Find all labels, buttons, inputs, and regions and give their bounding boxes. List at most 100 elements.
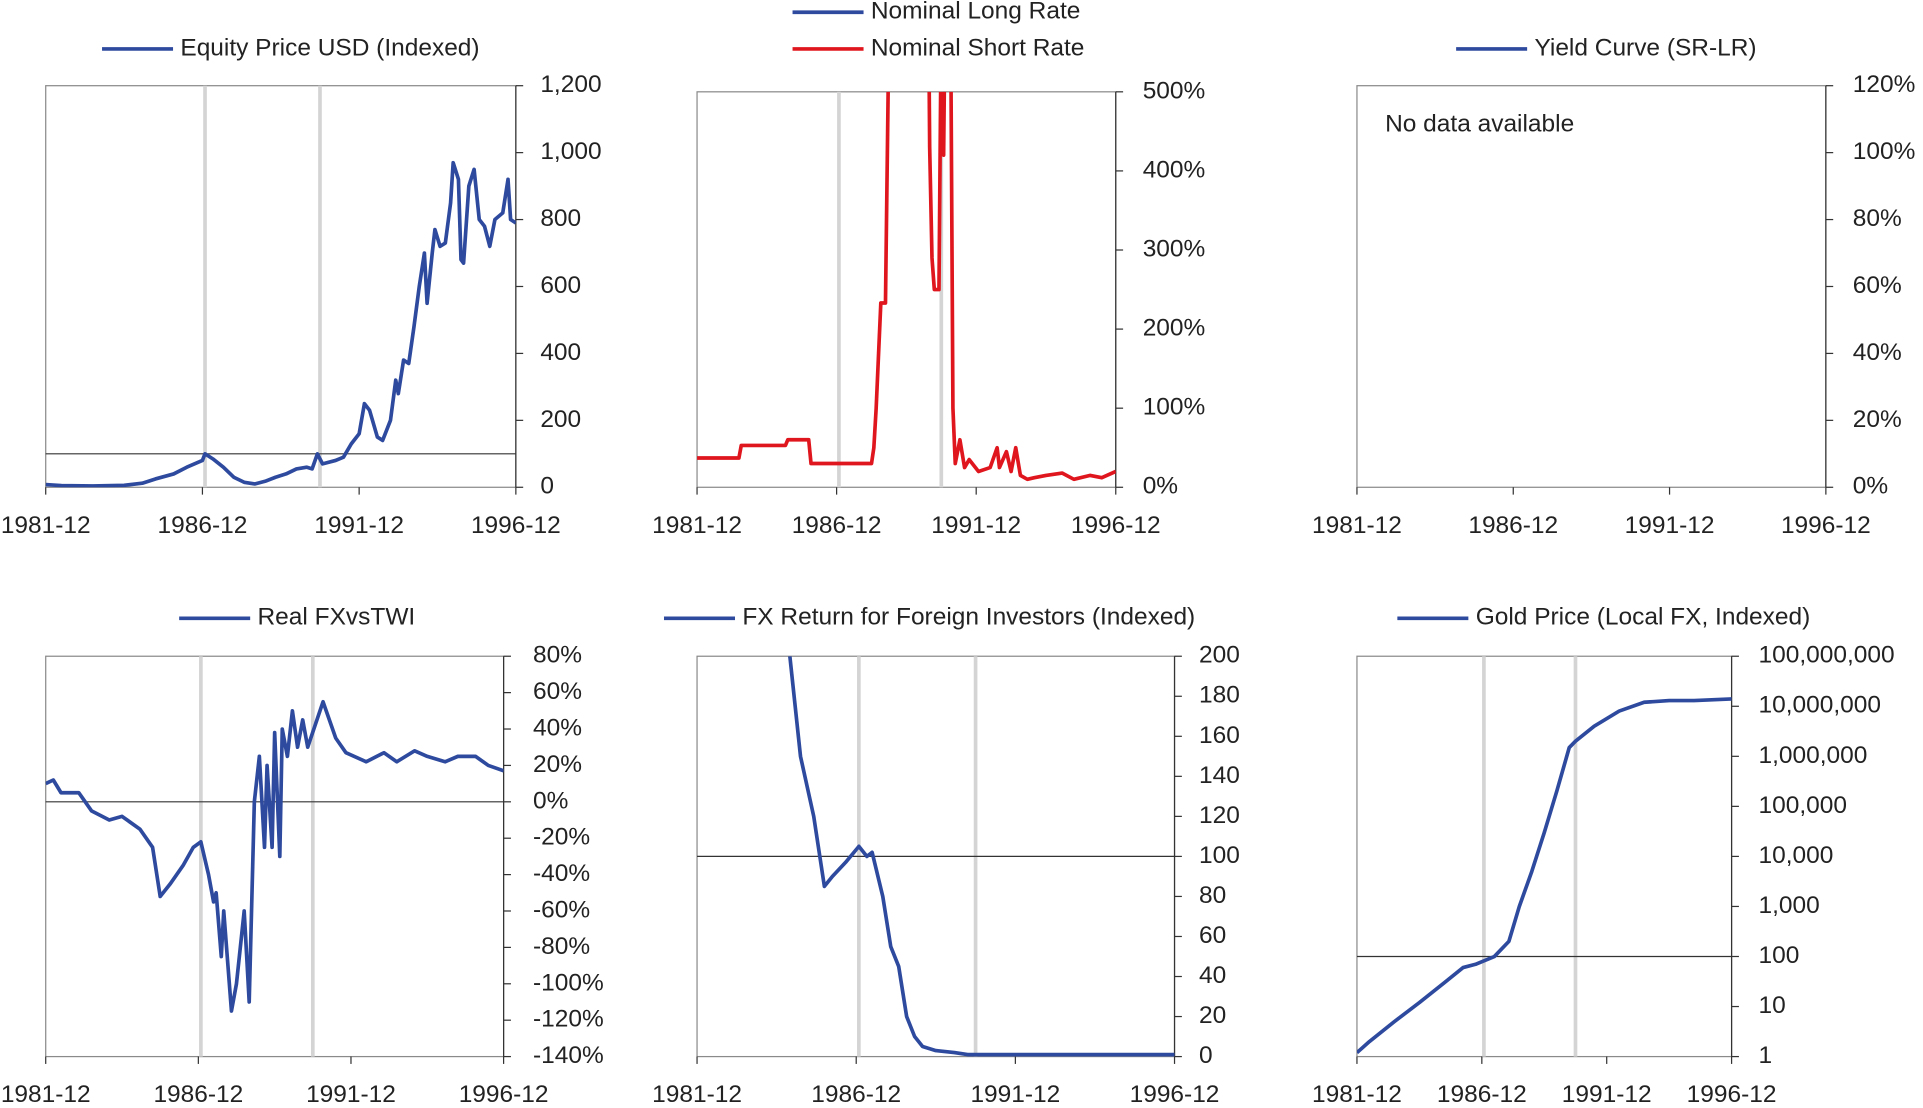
y-tick-label: 0% [533, 787, 568, 814]
x-tick-label: 1991-12 [1625, 512, 1715, 539]
y-tick-label: 20 [1199, 1002, 1226, 1029]
y-tick-label: -80% [533, 933, 590, 960]
legend-label: Yield Curve (SR-LR) [1534, 34, 1756, 61]
y-tick-label: -40% [533, 860, 590, 887]
y-tick-label: 100,000,000 [1759, 642, 1895, 669]
data-line [45, 160, 516, 488]
x-tick-label: 1986-12 [811, 1081, 901, 1108]
y-tick-label: 80% [1853, 205, 1902, 232]
x-tick-label: 1986-12 [1437, 1081, 1527, 1108]
y-tick-label: 0 [540, 473, 554, 500]
x-tick-label: 1981-12 [1312, 1081, 1402, 1108]
y-tick-label: 100% [1143, 394, 1206, 421]
x-tick-label: 1986-12 [158, 512, 248, 539]
y-tick-label: 0 [1199, 1042, 1213, 1069]
y-tick-label: 0% [1143, 473, 1178, 500]
x-tick-label: 1996-12 [471, 512, 561, 539]
y-tick-label: -20% [533, 824, 590, 851]
x-tick-label: 1996-12 [1781, 512, 1871, 539]
y-tick-label: 40% [533, 714, 582, 741]
x-tick-label: 1991-12 [314, 512, 404, 539]
x-tick-label: 1981-12 [652, 512, 742, 539]
y-tick-label: 40 [1199, 962, 1226, 989]
y-tick-label: 40% [1853, 339, 1902, 366]
y-tick-label: 60 [1199, 922, 1226, 949]
chart-panel: 0% 100% 200% 300% 400% 500% 1981-12 1986-12 1991… [652, 0, 1205, 539]
data-line [1356, 697, 1732, 1055]
data-line [697, 91, 1116, 482]
x-tick-label: 1986-12 [792, 512, 882, 539]
y-tick-label: 160 [1199, 722, 1240, 749]
legend-label: Equity Price USD (Indexed) [180, 34, 479, 61]
x-tick-label: 1991-12 [1562, 1081, 1652, 1108]
plot-frame [1356, 655, 1733, 1058]
y-tick-label: 60% [533, 678, 582, 705]
y-tick-label: 400 [540, 339, 581, 366]
plot-frame [45, 85, 517, 488]
data-line [788, 656, 1175, 1057]
chart-panel: 1 10 100 1,000 10,000 100,000 1,000,000 10,000,… [1312, 604, 1895, 1108]
x-tick-label: 1996-12 [1071, 512, 1161, 539]
y-tick-label: 500% [1143, 77, 1206, 104]
x-tick-label: 1981-12 [1, 512, 91, 539]
y-tick-label: 180 [1199, 682, 1240, 709]
y-tick-label: 10,000,000 [1759, 692, 1881, 719]
y-tick-label: -140% [533, 1042, 604, 1069]
legend-label: Gold Price (Local FX, Indexed) [1476, 604, 1811, 631]
y-tick-label: 800 [540, 205, 581, 232]
x-tick-label: 1986-12 [153, 1081, 243, 1108]
legend-label: Nominal Long Rate [871, 0, 1080, 25]
annotation: No data available [1385, 110, 1574, 137]
y-tick-label: 120% [1853, 71, 1916, 98]
x-tick-label: 1996-12 [1687, 1081, 1777, 1108]
y-tick-label: -120% [533, 1006, 604, 1033]
y-tick-label: 200% [1143, 315, 1206, 342]
x-tick-label: 1991-12 [970, 1081, 1060, 1108]
plot-frame [1356, 85, 1827, 488]
y-tick-label: 100,000 [1759, 792, 1847, 819]
plot-frame [45, 655, 505, 1058]
legend-label: Real FXvsTWI [258, 604, 416, 631]
y-tick-label: 20% [533, 751, 582, 778]
y-tick-label: 100 [1199, 842, 1240, 869]
x-tick-label: 1996-12 [459, 1081, 549, 1108]
y-tick-label: 0% [1853, 473, 1888, 500]
chart-panel: -140% -120% -100% -80% -60% -40% -20% 0% 20% 40% 6… [1, 604, 604, 1108]
plot-frame [696, 91, 1117, 488]
legend-label: Nominal Short Rate [871, 34, 1085, 61]
chart-panel: 0% 20% 40% 60% 80% 100% 120% 1981-12 1986-12 1991… [1312, 34, 1915, 538]
chart-panel: 0 20 40 60 80 100 120 140 160 180 200 1981-12 1986-1… [652, 604, 1240, 1108]
x-tick-label: 1986-12 [1468, 512, 1558, 539]
y-tick-label: 400% [1143, 156, 1206, 183]
chart-panel: 0 200 400 600 800 1,000 1,200 1981-12 1986-12 199… [1, 34, 602, 538]
x-tick-label: 1991-12 [931, 512, 1021, 539]
y-tick-label: 20% [1853, 406, 1902, 433]
y-tick-label: -60% [533, 896, 590, 923]
data-line [45, 699, 504, 1013]
y-tick-label: 1,200 [540, 71, 601, 98]
y-tick-label: 1,000,000 [1759, 742, 1868, 769]
y-tick-label: 100 [1759, 942, 1800, 969]
y-tick-label: 60% [1853, 272, 1902, 299]
y-tick-label: 300% [1143, 235, 1206, 262]
legend-label: FX Return for Foreign Investors (Indexed… [742, 604, 1195, 631]
y-tick-label: 140 [1199, 762, 1240, 789]
y-tick-label: 80 [1199, 882, 1226, 909]
y-tick-label: 10,000 [1759, 842, 1834, 869]
y-tick-label: 80% [533, 642, 582, 669]
x-tick-label: 1981-12 [652, 1081, 742, 1108]
y-tick-label: -100% [533, 969, 604, 996]
y-tick-label: 1,000 [540, 138, 601, 165]
x-tick-label: 1996-12 [1130, 1081, 1220, 1108]
x-tick-label: 1991-12 [306, 1081, 396, 1108]
x-tick-label: 1981-12 [1, 1081, 91, 1108]
x-tick-label: 1981-12 [1312, 512, 1402, 539]
y-tick-label: 10 [1759, 992, 1786, 1019]
y-tick-label: 1 [1759, 1042, 1773, 1069]
y-tick-label: 120 [1199, 802, 1240, 829]
y-tick-label: 200 [540, 406, 581, 433]
y-tick-label: 100% [1853, 138, 1916, 165]
y-tick-label: 1,000 [1759, 892, 1820, 919]
